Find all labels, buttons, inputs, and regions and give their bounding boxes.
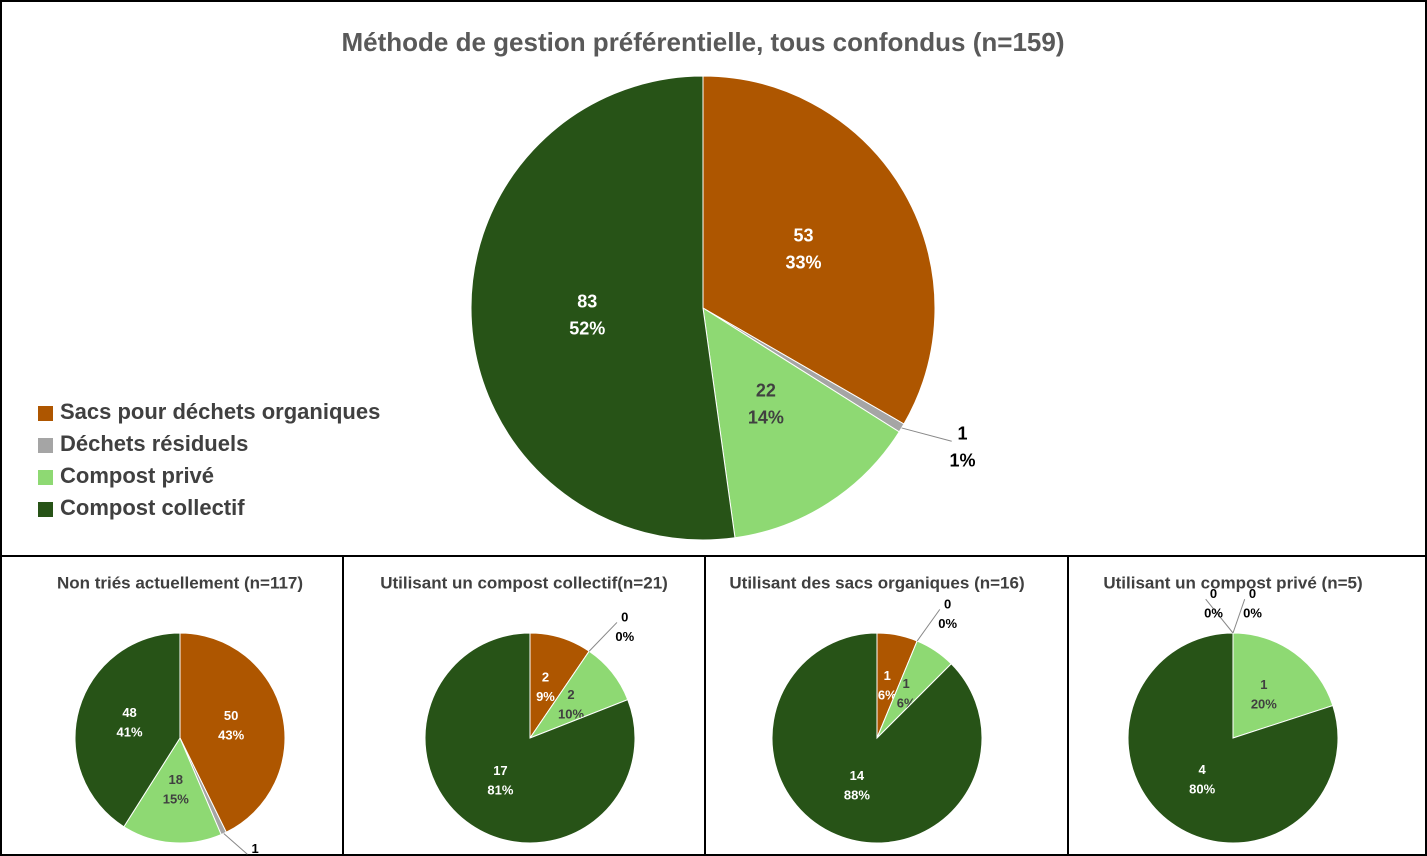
leader-line xyxy=(1232,599,1246,634)
data-label: 18 xyxy=(169,772,183,787)
percent-label: 9% xyxy=(536,689,555,704)
legend-swatch xyxy=(38,438,53,453)
pie-slice xyxy=(1232,632,1334,739)
data-label: 1 xyxy=(884,668,891,683)
percent-label: 10% xyxy=(558,706,584,721)
chart-title: Utilisant un compost privé (n=5) xyxy=(1103,573,1362,592)
percent-label: 15% xyxy=(163,792,189,807)
pie-slice xyxy=(702,307,900,539)
legend-label: Déchets résiduels xyxy=(60,431,248,456)
pie-slice xyxy=(1127,632,1339,844)
data-label: 0 xyxy=(944,596,951,611)
leader-line xyxy=(916,609,941,642)
pie-slice xyxy=(470,75,736,541)
data-label: 0 xyxy=(1249,586,1256,601)
percent-label: 0% xyxy=(1204,606,1223,621)
percent-label: 80% xyxy=(1189,782,1215,797)
chart-title: Méthode de gestion préférentielle, tous … xyxy=(341,27,1064,57)
pie-slice xyxy=(123,736,222,844)
data-label: 48 xyxy=(122,705,136,720)
percent-label: 33% xyxy=(785,252,821,272)
percent-label: 88% xyxy=(844,788,870,803)
chart-title: Non triés actuellement (n=117) xyxy=(57,573,303,592)
percent-label: 0% xyxy=(1243,606,1262,621)
chart-title: Utilisant des sacs organiques (n=16) xyxy=(729,573,1024,592)
data-label: 2 xyxy=(567,687,574,702)
data-label: 4 xyxy=(1199,762,1207,777)
pie-slice xyxy=(74,632,181,828)
legend-swatch xyxy=(38,406,53,421)
legend-label: Compost collectif xyxy=(60,495,245,520)
percent-label: 81% xyxy=(487,783,513,798)
percent-label: 0% xyxy=(938,616,957,631)
data-label: 2 xyxy=(542,670,549,685)
data-label: 17 xyxy=(493,763,507,778)
leader-line xyxy=(588,622,618,652)
pie-slice xyxy=(179,632,286,833)
percent-label: 14% xyxy=(748,408,784,428)
data-label: 1 xyxy=(252,841,259,856)
percent-label: 1% xyxy=(949,451,975,471)
legend-label: Sacs pour déchets organiques xyxy=(60,399,380,424)
pie-slice xyxy=(424,632,636,844)
data-label: 0 xyxy=(1210,586,1217,601)
pie-slice xyxy=(771,632,983,844)
data-label: 53 xyxy=(793,225,813,245)
data-label: 83 xyxy=(577,291,597,311)
data-label: 1 xyxy=(1260,677,1267,692)
percent-label: 52% xyxy=(569,318,605,338)
leader-line xyxy=(901,427,952,442)
pie-slice xyxy=(702,75,936,425)
leader-line xyxy=(223,833,248,855)
percent-label: 20% xyxy=(1251,697,1277,712)
data-label: 1 xyxy=(957,424,967,444)
chart-title: Utilisant un compost collectif(n=21) xyxy=(380,573,668,592)
legend-swatch xyxy=(38,470,53,485)
data-label: 0 xyxy=(621,609,628,624)
leader-line xyxy=(1205,598,1234,634)
data-label: 14 xyxy=(850,768,865,783)
data-label: 50 xyxy=(224,708,238,723)
percent-label: 43% xyxy=(218,727,244,742)
data-label: 22 xyxy=(756,381,776,401)
legend-swatch xyxy=(38,502,53,517)
percent-label: 0% xyxy=(615,629,634,644)
data-label: 1 xyxy=(903,676,910,691)
legend-label: Compost privé xyxy=(60,463,214,488)
percent-label: 6% xyxy=(878,688,897,703)
percent-label: 41% xyxy=(117,725,143,740)
